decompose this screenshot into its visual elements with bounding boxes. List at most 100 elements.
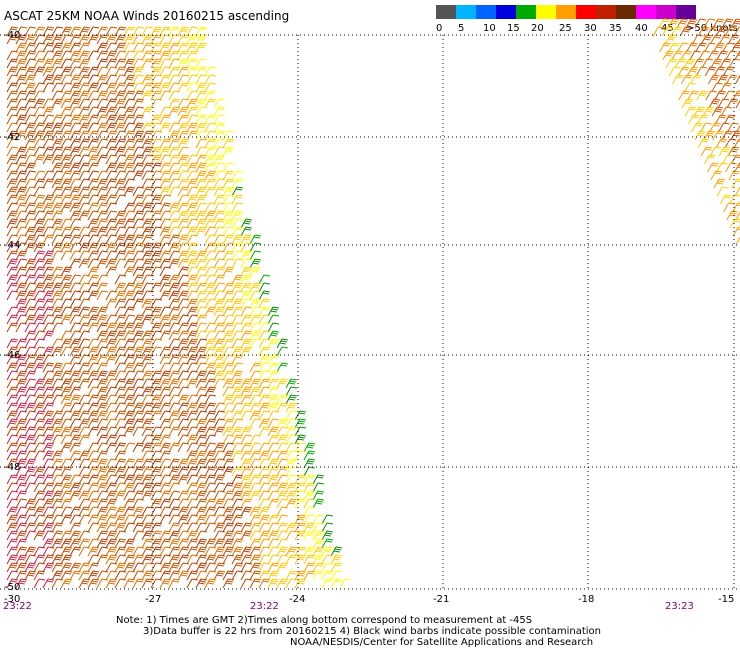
wind-barb: [186, 338, 198, 349]
wind-barb: [159, 258, 171, 269]
wind-barb: [132, 202, 144, 213]
wind-barb: [114, 34, 127, 45]
wind-barb: [249, 506, 261, 517]
wind-barb: [123, 378, 135, 389]
wind-barb: [177, 66, 189, 77]
wind-barb: [60, 378, 73, 389]
wind-barb: [60, 194, 73, 205]
wind-barb: [186, 114, 198, 125]
wind-barb: [222, 506, 234, 517]
wind-barb: [141, 458, 153, 469]
wind-barb: [213, 290, 225, 301]
wind-barb: [87, 74, 100, 85]
wind-barb: [177, 34, 189, 45]
lon-label: -24: [289, 594, 305, 605]
wind-barb: [683, 58, 696, 69]
wind-barb: [24, 106, 36, 117]
wind-barb: [312, 538, 324, 549]
wind-barb: [33, 330, 46, 341]
wind-barb: [159, 314, 171, 325]
wind-barb: [105, 98, 118, 109]
wind-barb: [132, 490, 144, 501]
wind-barb: [51, 378, 64, 389]
wind-barb: [186, 178, 198, 189]
wind-barb: [87, 274, 100, 285]
wind-barb: [114, 282, 127, 293]
wind-barb: [96, 234, 109, 245]
wind-barb: [258, 570, 270, 581]
wind-barb: [213, 162, 225, 173]
wind-barb: [69, 90, 82, 101]
wind-barb: [204, 514, 216, 525]
wind-barb: [24, 554, 36, 565]
wind-barb: [267, 562, 279, 573]
wind-barb: [33, 258, 46, 269]
wind-barb: [177, 410, 189, 421]
wind-barb: [123, 554, 135, 565]
wind-barb: [123, 114, 135, 125]
wind-barb: [132, 106, 144, 117]
wind-barb: [177, 242, 189, 253]
wind-barb: [105, 162, 118, 173]
wind-barb: [24, 394, 36, 405]
wind-barb: [195, 282, 207, 293]
wind-barb: [114, 514, 127, 525]
wind-barb: [303, 466, 315, 477]
wind-barb: [114, 82, 127, 93]
wind-barb: [213, 106, 225, 117]
wind-barb: [276, 458, 288, 469]
wind-barb: [51, 322, 64, 333]
wind-barb: [240, 394, 252, 405]
wind-barb: [240, 578, 252, 589]
wind-barb: [285, 546, 297, 557]
wind-barb: [168, 418, 180, 429]
wind-barb: [132, 114, 144, 125]
wind-barb: [204, 562, 216, 573]
wind-barb: [6, 474, 18, 485]
wind-barb: [222, 434, 234, 445]
wind-barb: [78, 322, 91, 333]
wind-barb: [258, 490, 270, 501]
wind-barb: [231, 298, 243, 309]
wind-barb: [87, 90, 100, 101]
wind-barb: [222, 162, 234, 173]
wind-barb: [719, 194, 732, 205]
wind-barb: [141, 210, 153, 221]
wind-barb: [321, 538, 333, 549]
wind-barb: [213, 426, 225, 437]
wind-barb: [159, 146, 171, 157]
wind-barb: [96, 74, 109, 85]
wind-barb: [42, 514, 55, 525]
wind-barb: [15, 146, 27, 157]
wind-barb: [96, 306, 109, 317]
wind-barb: [78, 146, 91, 157]
wind-barb: [213, 250, 225, 261]
wind-barb: [213, 530, 225, 541]
wind-barb: [222, 266, 234, 277]
wind-barb: [123, 234, 135, 245]
color-legend: 0 5 10 15 20 25 30 35 40 45 >50 knots: [436, 5, 738, 34]
wind-barb: [123, 210, 135, 221]
wind-barb: [168, 554, 180, 565]
wind-barb: [186, 194, 198, 205]
wind-barb: [240, 242, 252, 253]
wind-barb: [267, 402, 279, 413]
wind-barb: [60, 250, 73, 261]
wind-barb: [177, 522, 189, 533]
wind-barb: [159, 418, 171, 429]
wind-barb: [78, 298, 91, 309]
wind-barb: [123, 146, 135, 157]
wind-barb: [42, 370, 55, 381]
wind-barb: [78, 34, 91, 45]
wind-barb: [51, 282, 64, 293]
wind-barb: [204, 346, 216, 357]
wind-barb: [689, 50, 701, 61]
wind-barb: [711, 82, 723, 93]
wind-barb: [6, 458, 18, 469]
wind-barb: [222, 538, 234, 549]
wind-barb: [240, 378, 252, 389]
wind-barb: [204, 282, 216, 293]
wind-barb: [177, 50, 189, 61]
wind-barb: [177, 322, 189, 333]
wind-barb: [267, 394, 279, 405]
